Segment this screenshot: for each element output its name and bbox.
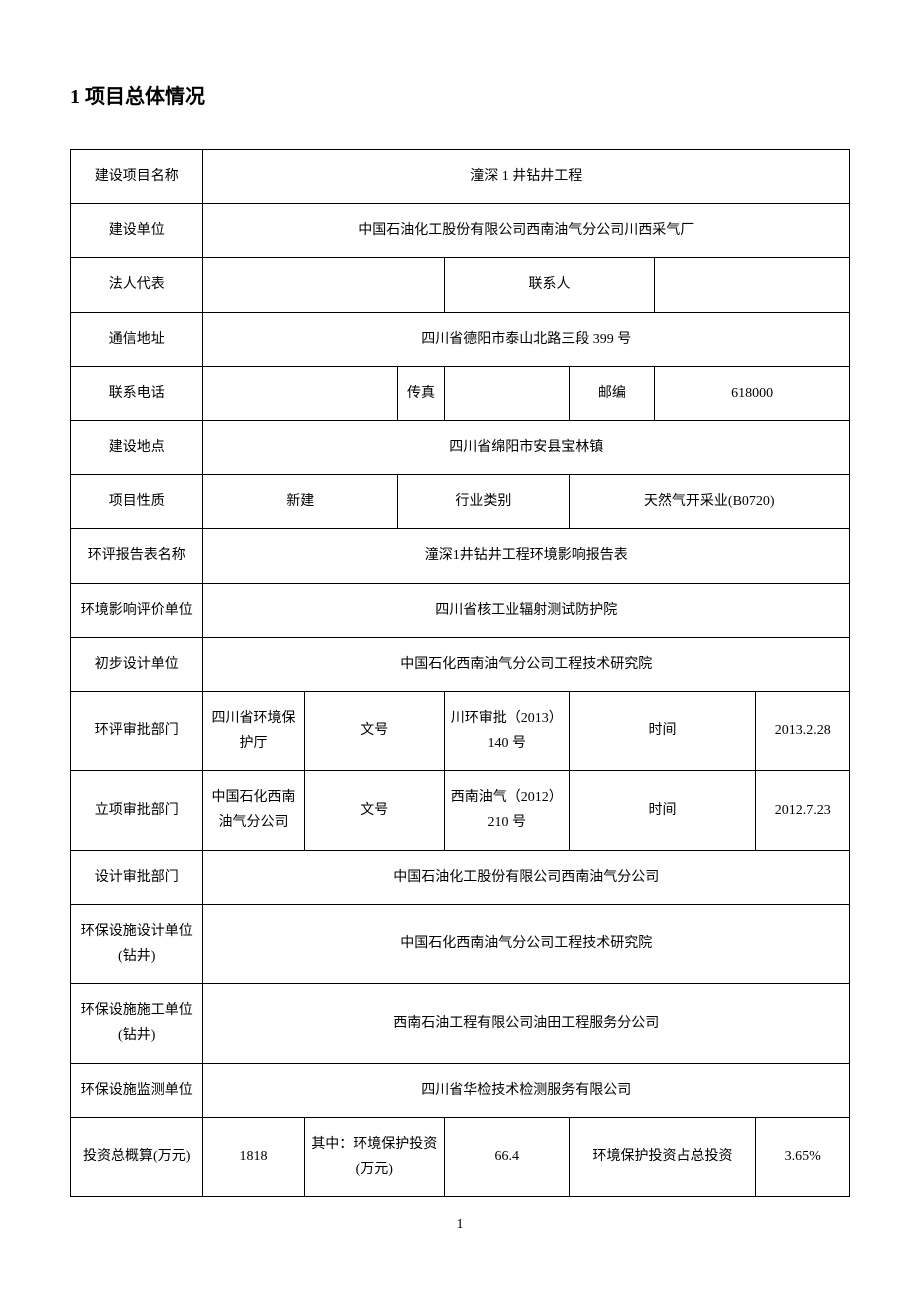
table-row: 环评报告表名称 潼深1井钻井工程环境影响报告表 — [71, 529, 850, 583]
cell-value: 618000 — [655, 366, 850, 420]
table-row: 法人代表 联系人 — [71, 258, 850, 312]
cell-label: 环保设施监测单位 — [71, 1063, 203, 1117]
cell-value: 西南油气（2012）210 号 — [444, 771, 569, 850]
table-row: 建设单位 中国石油化工股份有限公司西南油气分公司川西采气厂 — [71, 204, 850, 258]
table-row: 初步设计单位 中国石化西南油气分公司工程技术研究院 — [71, 637, 850, 691]
cell-label: 投资总概算(万元) — [71, 1117, 203, 1196]
cell-value: 2012.7.23 — [756, 771, 850, 850]
cell-label: 法人代表 — [71, 258, 203, 312]
cell-label: 通信地址 — [71, 312, 203, 366]
section-heading: 1 项目总体情况 — [70, 80, 850, 109]
cell-value — [203, 366, 398, 420]
cell-value: 3.65% — [756, 1117, 850, 1196]
table-row: 环保设施监测单位 四川省华检技术检测服务有限公司 — [71, 1063, 850, 1117]
table-row: 通信地址 四川省德阳市泰山北路三段 399 号 — [71, 312, 850, 366]
cell-label: 建设项目名称 — [71, 150, 203, 204]
page-number: 1 — [70, 1217, 850, 1233]
cell-value: 四川省核工业辐射测试防护院 — [203, 583, 850, 637]
cell-value: 四川省华检技术检测服务有限公司 — [203, 1063, 850, 1117]
cell-value: 潼深 1 井钻井工程 — [203, 150, 850, 204]
cell-value: 66.4 — [444, 1117, 569, 1196]
cell-value: 1818 — [203, 1117, 304, 1196]
cell-label: 文号 — [304, 771, 444, 850]
table-row: 项目性质 新建 行业类别 天然气开采业(B0720) — [71, 475, 850, 529]
cell-label: 设计审批部门 — [71, 850, 203, 904]
cell-value: 西南石油工程有限公司油田工程服务分公司 — [203, 984, 850, 1063]
cell-label: 联系电话 — [71, 366, 203, 420]
cell-value: 中国石化西南油气分公司工程技术研究院 — [203, 904, 850, 983]
table-row: 建设地点 四川省绵阳市安县宝林镇 — [71, 420, 850, 474]
cell-label: 建设单位 — [71, 204, 203, 258]
cell-value — [444, 366, 569, 420]
cell-value: 新建 — [203, 475, 398, 529]
cell-value: 中国石化西南油气分公司工程技术研究院 — [203, 637, 850, 691]
cell-label: 环境保护投资占总投资 — [569, 1117, 756, 1196]
project-info-table: 建设项目名称 潼深 1 井钻井工程 建设单位 中国石油化工股份有限公司西南油气分… — [70, 149, 850, 1197]
cell-label: 环评审批部门 — [71, 691, 203, 770]
table-row: 建设项目名称 潼深 1 井钻井工程 — [71, 150, 850, 204]
table-row: 环保设施施工单位(钻井) 西南石油工程有限公司油田工程服务分公司 — [71, 984, 850, 1063]
cell-label: 联系人 — [444, 258, 654, 312]
cell-value: 2013.2.28 — [756, 691, 850, 770]
cell-label: 环保设施施工单位(钻井) — [71, 984, 203, 1063]
table-row: 立项审批部门 中国石化西南油气分公司 文号 西南油气（2012）210 号 时间… — [71, 771, 850, 850]
cell-label: 环保设施设计单位(钻井) — [71, 904, 203, 983]
cell-label: 环评报告表名称 — [71, 529, 203, 583]
cell-value: 四川省环境保护厅 — [203, 691, 304, 770]
cell-label: 立项审批部门 — [71, 771, 203, 850]
cell-label: 其中：环境保护投资(万元) — [304, 1117, 444, 1196]
cell-value: 四川省德阳市泰山北路三段 399 号 — [203, 312, 850, 366]
cell-label: 邮编 — [569, 366, 655, 420]
table-row: 环保设施设计单位(钻井) 中国石化西南油气分公司工程技术研究院 — [71, 904, 850, 983]
cell-value: 中国石油化工股份有限公司西南油气分公司 — [203, 850, 850, 904]
cell-value: 中国石油化工股份有限公司西南油气分公司川西采气厂 — [203, 204, 850, 258]
table-row: 联系电话 传真 邮编 618000 — [71, 366, 850, 420]
cell-label: 时间 — [569, 771, 756, 850]
cell-label: 文号 — [304, 691, 444, 770]
table-row: 环境影响评价单位 四川省核工业辐射测试防护院 — [71, 583, 850, 637]
cell-label: 传真 — [398, 366, 445, 420]
cell-label: 初步设计单位 — [71, 637, 203, 691]
table-row: 设计审批部门 中国石油化工股份有限公司西南油气分公司 — [71, 850, 850, 904]
cell-value: 川环审批（2013）140 号 — [444, 691, 569, 770]
cell-label: 项目性质 — [71, 475, 203, 529]
cell-value: 潼深1井钻井工程环境影响报告表 — [203, 529, 850, 583]
cell-value — [655, 258, 850, 312]
cell-label: 时间 — [569, 691, 756, 770]
cell-value: 四川省绵阳市安县宝林镇 — [203, 420, 850, 474]
cell-value — [203, 258, 444, 312]
cell-value: 天然气开采业(B0720) — [569, 475, 849, 529]
table-row: 投资总概算(万元) 1818 其中：环境保护投资(万元) 66.4 环境保护投资… — [71, 1117, 850, 1196]
cell-value: 中国石化西南油气分公司 — [203, 771, 304, 850]
cell-label: 行业类别 — [398, 475, 569, 529]
cell-label: 建设地点 — [71, 420, 203, 474]
table-row: 环评审批部门 四川省环境保护厅 文号 川环审批（2013）140 号 时间 20… — [71, 691, 850, 770]
cell-label: 环境影响评价单位 — [71, 583, 203, 637]
